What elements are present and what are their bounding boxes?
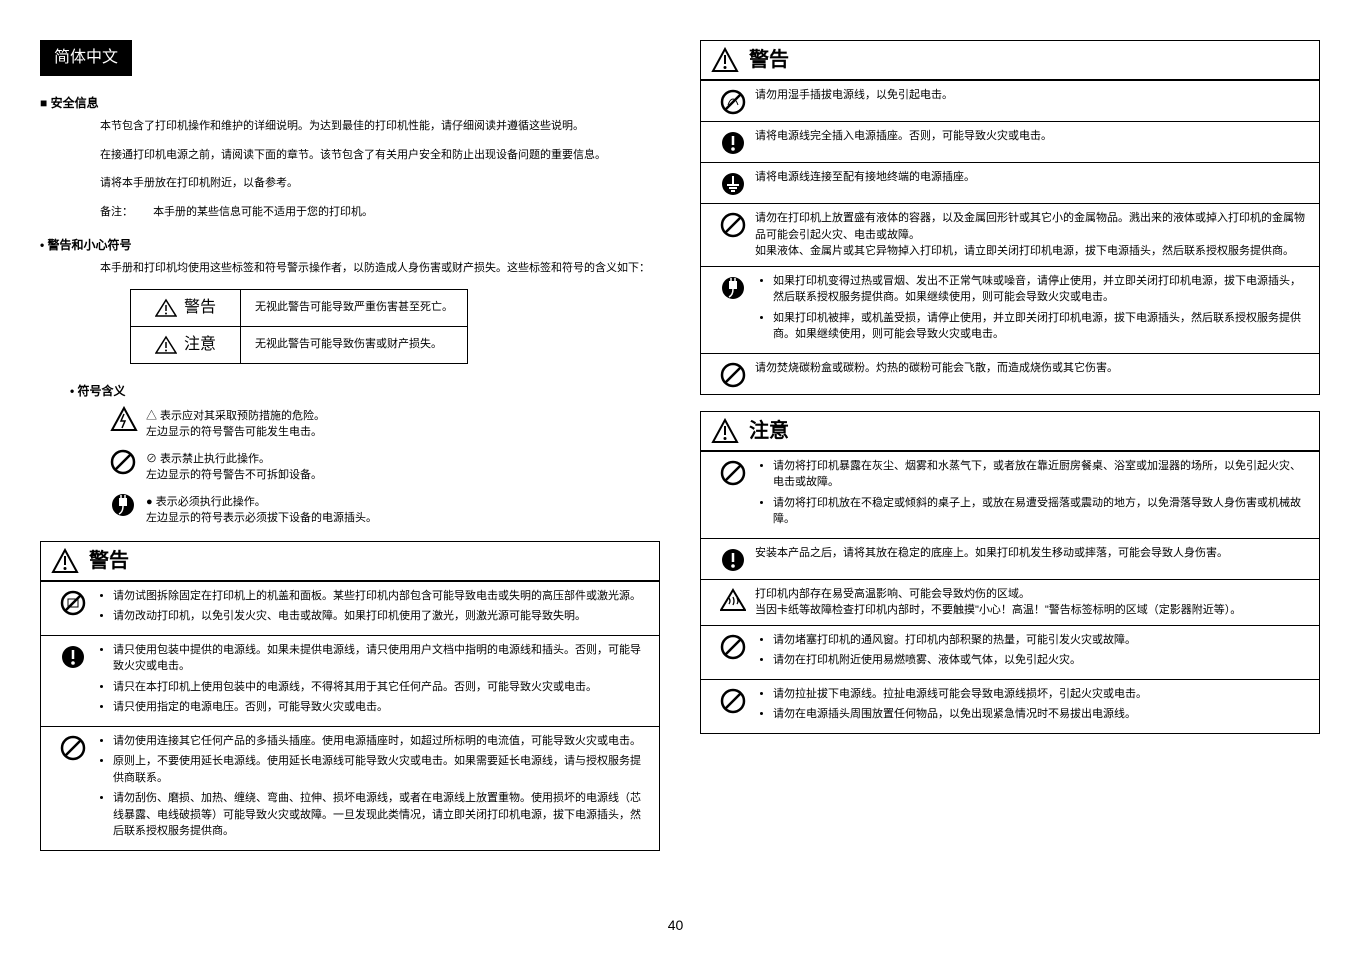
symbol-meaning-row: △ 表示应对其采取预防措施的危险。 左边显示的符号警告可能发生电击。: [110, 406, 660, 441]
notice-row: 请勿将打印机暴露在灰尘、烟雾和水蒸气下，或者放在靠近厨房餐桌、浴室或加湿器的场所…: [701, 451, 1319, 538]
meaning-heading: • 符号含义: [70, 382, 660, 400]
hot-surface-icon: [720, 588, 746, 612]
meaning-text: 左边显示的符号警告不可拆卸设备。: [146, 467, 322, 484]
note-label: 备注：: [100, 204, 150, 221]
warning-text: 请勿用湿手插拔电源线，以免引起电击。: [755, 87, 1309, 115]
prohibit-icon: [720, 460, 746, 486]
warning-item: 请勿改动打印机，以免引发火灾、电击或故障。如果打印机使用了激光，则激光源可能导致…: [113, 608, 649, 625]
meaning-text: ● 表示必须执行此操作。: [146, 494, 377, 511]
exclamation-circle-icon: [720, 547, 746, 573]
notice-item: 请勿在打印机附近使用易燃喷雾、液体或气体，以免引起火灾。: [773, 652, 1309, 669]
safety-heading: ■ 安全信息: [40, 94, 660, 112]
warning-row: 请将电源线连接至配有接地终端的电源插座。: [701, 162, 1319, 203]
warning-item: 请勿使用连接其它任何产品的多插头插座。使用电源插座时，如超过所标明的电流值，可能…: [113, 733, 649, 750]
table-row: 注意 无视此警告可能导致伤害或财产损失。: [131, 326, 468, 363]
warning-item: 如果打印机变得过热或冒烟、发出不正常气味或噪音，请停止使用，并立即关闭打印机电源…: [773, 273, 1309, 306]
warning-row: 请勿焚烧碳粉盒或碳粉。灼热的碳粉可能会飞散，而造成烧伤或其它伤害。: [701, 353, 1319, 394]
safety-para: 本节包含了打印机操作和维护的详细说明。为达到最佳的打印机性能，请仔细阅读并遵循这…: [100, 118, 660, 135]
prohibit-icon: [110, 449, 136, 475]
notice-item: 请勿堵塞打印机的通风窗。打印机内部积聚的热量，可能引发火灾或故障。: [773, 632, 1309, 649]
meaning-text: ⊘ 表示禁止执行此操作。: [146, 451, 322, 468]
notice-header: 注意: [701, 412, 1319, 451]
prohibit-icon: [60, 735, 86, 761]
note-row: 备注： 本手册的某些信息可能不适用于您的打印机。: [100, 204, 660, 221]
unplug-must-icon: [720, 275, 746, 301]
notice-item: 请勿将打印机放在不稳定或倾斜的桌子上，或放在易遭受摇落或震动的地方，以免滑落导致…: [773, 495, 1309, 528]
notice-row: 安装本产品之后，请将其放在稳定的底座上。如果打印机发生移动或摔落，可能会导致人身…: [701, 538, 1319, 579]
exclamation-circle-icon: [720, 130, 746, 156]
safety-para: 在接通打印机电源之前，请阅读下面的章节。该节包含了有关用户安全和防止出现设备问题…: [100, 147, 660, 164]
warning-row: 请勿在打印机上放置盛有液体的容器，以及金属回形针或其它小的金属物品。溅出来的液体…: [701, 203, 1319, 266]
notice-title: 注意: [749, 416, 789, 446]
warning-row: 如果打印机变得过热或冒烟、发出不正常气味或噪音，请停止使用，并立即关闭打印机电源…: [701, 266, 1319, 353]
caution-label: 注意: [184, 336, 216, 353]
meaning-text: 左边显示的符号警告可能发生电击。: [146, 424, 325, 441]
warning-label: 警告: [184, 299, 216, 316]
shock-triangle-icon: [110, 406, 138, 432]
symbol-meaning-row: ⊘ 表示禁止执行此操作。 左边显示的符号警告不可拆卸设备。: [110, 449, 660, 484]
warning-item: 请只在本打印机上使用包装中的电源线，不得将其用于其它任何产品。否则，可能导致火灾…: [113, 679, 649, 696]
meaning-text: 左边显示的符号表示必须拔下设备的电源插头。: [146, 510, 377, 527]
warning-text: 请将电源线连接至配有接地终端的电源插座。: [755, 169, 1309, 197]
page-number: 40: [0, 915, 1351, 936]
notice-row: 打印机内部存在易受高温影响、可能会导致灼伤的区域。 当因卡纸等故障检查打印机内部…: [701, 579, 1319, 625]
symbol-table: 警告 无视此警告可能导致严重伤害甚至死亡。 注意 无视此警告可能导致伤害或财产损…: [130, 289, 468, 364]
warning-text: 请勿在打印机上放置盛有液体的容器，以及金属回形针或其它小的金属物品。溅出来的液体…: [755, 210, 1309, 260]
note-text: 本手册的某些信息可能不适用于您的打印机。: [153, 206, 373, 218]
table-row: 警告 无视此警告可能导致严重伤害甚至死亡。: [131, 289, 468, 326]
warning-item: 请勿刮伤、磨损、加热、缠绕、弯曲、拉伸、损坏电源线，或者在电源线上放置重物。使用…: [113, 790, 649, 840]
unplug-must-icon: [110, 492, 136, 518]
notice-text: 安装本产品之后，请将其放在稳定的底座上。如果打印机发生移动或摔落，可能会导致人身…: [755, 545, 1309, 573]
warning-title: 警告: [749, 45, 789, 75]
caution-triangle-icon: [711, 418, 739, 444]
symbols-heading: • 警告和小心符号: [40, 236, 660, 254]
warning-triangle-icon: [51, 548, 79, 574]
safety-para: 请将本手册放在打印机附近，以备参考。: [100, 175, 660, 192]
warning-row: 请将电源线完全插入电源插座。否则，可能导致火灾或电击。: [701, 121, 1319, 162]
warning-desc: 无视此警告可能导致严重伤害甚至死亡。: [241, 289, 468, 326]
warning-item: 请只使用指定的电源电压。否则，可能导致火灾或电击。: [113, 699, 649, 716]
caution-triangle-icon: [155, 335, 177, 355]
notice-box: 注意 请勿将打印机暴露在灰尘、烟雾和水蒸气下，或者放在靠近厨房餐桌、浴室或加湿器…: [700, 411, 1320, 734]
prohibit-icon: [720, 212, 746, 238]
no-disassemble-icon: [60, 590, 86, 616]
prohibit-icon: [720, 634, 746, 660]
warning-row: 请勿使用连接其它任何产品的多插头插座。使用电源插座时，如超过所标明的电流值，可能…: [41, 726, 659, 850]
warning-text: 请将电源线完全插入电源插座。否则，可能导致火灾或电击。: [755, 128, 1309, 156]
warning-row: 请只使用包装中提供的电源线。如果未提供电源线，请只使用用户文档中指明的电源线和插…: [41, 635, 659, 726]
warning-triangle-icon: [711, 47, 739, 73]
symbols-intro: 本手册和打印机均使用这些标签和符号警示操作者，以防造成人身伤害或财产损失。这些标…: [100, 260, 660, 277]
notice-text: 打印机内部存在易受高温影响、可能会导致灼伤的区域。 当因卡纸等故障检查打印机内部…: [755, 586, 1309, 619]
warning-item: 请只使用包装中提供的电源线。如果未提供电源线，请只使用用户文档中指明的电源线和插…: [113, 642, 649, 675]
notice-item: 请勿将打印机暴露在灰尘、烟雾和水蒸气下，或者放在靠近厨房餐桌、浴室或加湿器的场所…: [773, 458, 1309, 491]
warning-box: 警告 请勿用湿手插拔电源线，以免引起电击。 请将电源线完全插入电源插座。否则，可…: [700, 40, 1320, 395]
prohibit-icon: [720, 362, 746, 388]
warning-item: 如果打印机被摔，或机盖受损，请停止使用，并立即关闭打印机电源，拔下电源插头，然后…: [773, 310, 1309, 343]
warning-title: 警告: [89, 546, 129, 576]
notice-item: 请勿拉扯拔下电源线。拉扯电源线可能会导致电源线损坏，引起火灾或电击。: [773, 686, 1309, 703]
notice-item: 请勿在电源插头周围放置任何物品，以免出现紧急情况时不易拔出电源线。: [773, 706, 1309, 723]
warning-header: 警告: [701, 41, 1319, 80]
symbol-meaning-row: ● 表示必须执行此操作。 左边显示的符号表示必须拔下设备的电源插头。: [110, 492, 660, 527]
warning-text: 请勿焚烧碳粉盒或碳粉。灼热的碳粉可能会飞散，而造成烧伤或其它伤害。: [755, 360, 1309, 388]
prohibit-icon: [720, 688, 746, 714]
warning-item: 请勿试图拆除固定在打印机上的机盖和面板。某些打印机内部包含可能导致电击或失明的高…: [113, 588, 649, 605]
exclamation-circle-icon: [60, 644, 86, 670]
warning-header: 警告: [41, 542, 659, 581]
notice-row: 请勿堵塞打印机的通风窗。打印机内部积聚的热量，可能引发火灾或故障。 请勿在打印机…: [701, 625, 1319, 679]
warning-box: 警告 请勿试图拆除固定在打印机上的机盖和面板。某些打印机内部包含可能导致电击或失…: [40, 541, 660, 851]
language-title: 简体中文: [40, 40, 132, 76]
warning-row: 请勿用湿手插拔电源线，以免引起电击。: [701, 80, 1319, 121]
ground-icon: [720, 171, 746, 197]
caution-desc: 无视此警告可能导致伤害或财产损失。: [241, 326, 468, 363]
warning-row: 请勿试图拆除固定在打印机上的机盖和面板。某些打印机内部包含可能导致电击或失明的高…: [41, 581, 659, 635]
no-wet-hands-icon: [720, 89, 746, 115]
meaning-text: △ 表示应对其采取预防措施的危险。: [146, 408, 325, 425]
warning-item: 原则上，不要使用延长电源线。使用延长电源线可能导致火灾或电击。如果需要延长电源线…: [113, 753, 649, 786]
warning-triangle-icon: [155, 298, 177, 318]
notice-row: 请勿拉扯拔下电源线。拉扯电源线可能会导致电源线损坏，引起火灾或电击。 请勿在电源…: [701, 679, 1319, 733]
